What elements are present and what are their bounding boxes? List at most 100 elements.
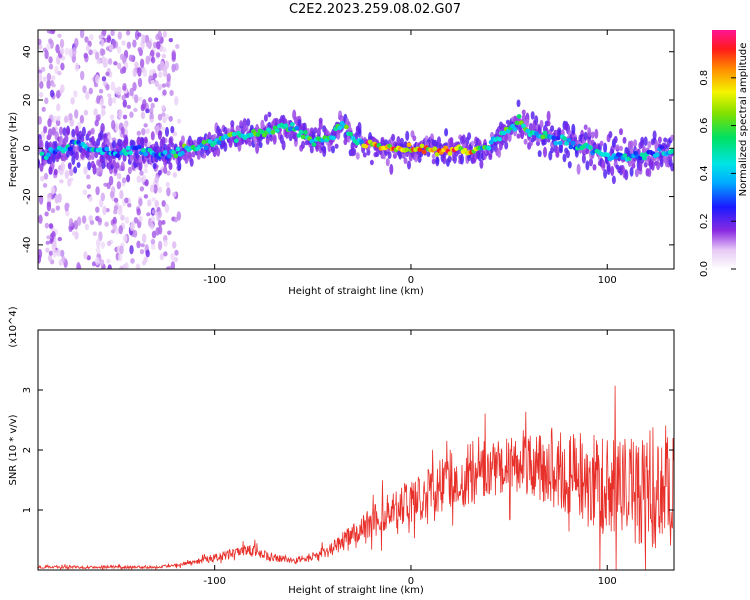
spectrogram-band: [574, 148, 579, 158]
spectrogram-band: [143, 136, 148, 144]
spectrogram-noise: [156, 52, 161, 58]
spectrogram-noise: [142, 68, 148, 78]
spectrogram-band: [106, 140, 111, 147]
spectrogram-noise: [60, 249, 65, 257]
spectrogram-noise: [150, 79, 155, 85]
spectrogram-band: [647, 140, 652, 149]
spectrogram-band: [603, 169, 608, 179]
spectrogram-band: [603, 142, 608, 154]
spectrogram-noise: [116, 172, 122, 180]
spectrogram-noise: [112, 223, 117, 232]
spectrogram-ridge: [525, 128, 531, 134]
spectrogram-noise: [138, 198, 143, 207]
spectrogram-band: [581, 153, 586, 164]
spectrogram-noise: [154, 80, 159, 87]
spectrogram-noise: [43, 172, 49, 180]
spectrogram-ridge: [125, 145, 131, 151]
spectrogram-noise: [96, 238, 101, 248]
spectrogram-ridge: [294, 125, 300, 131]
spectrogram-ridge: [179, 150, 185, 156]
spectrogram-band: [403, 157, 408, 164]
spectrogram-ridge: [521, 123, 526, 129]
spectrogram-noise: [38, 195, 44, 205]
spectrogram-ridge: [622, 153, 628, 158]
spectrogram-ridge: [143, 151, 149, 157]
spectrogram-band: [99, 130, 104, 140]
spectrogram-band: [505, 119, 510, 125]
spectrogram-noise: [150, 56, 156, 64]
spectrogram-ridge: [141, 148, 146, 153]
spectrogram-noise: [122, 114, 128, 120]
spectrogram-noise: [110, 81, 116, 91]
spectrogram-ridge: [421, 149, 427, 155]
spectrogram-noise: [140, 243, 145, 248]
spectrogram-band: [136, 138, 141, 144]
spectrogram-noise: [138, 215, 143, 223]
spectrogram-noise: [141, 128, 146, 136]
spectrogram-band: [202, 153, 207, 159]
spectrogram-noise: [48, 250, 54, 256]
spectrogram-ridge: [540, 134, 546, 140]
spectrogram-noise: [56, 115, 61, 122]
spectrogram-noise: [175, 44, 180, 49]
spectrogram-band: [187, 151, 192, 160]
spectrogram-band: [74, 151, 79, 161]
spectrogram-noise: [157, 83, 163, 90]
spectrogram-band: [412, 135, 417, 142]
spectrogram-noise: [68, 113, 73, 121]
spectrogram-noise: [40, 175, 45, 182]
spectrogram-ridge: [296, 133, 302, 138]
spectrogram-noise: [107, 93, 112, 98]
spectrogram-noise: [144, 34, 150, 44]
spectrogram-ridge: [298, 129, 304, 135]
spectrogram-band: [127, 166, 132, 175]
spectrogram-noise: [118, 225, 123, 235]
spectrogram-noise: [83, 52, 88, 59]
spectrogram-noise: [79, 114, 85, 124]
spectrogram-noise: [145, 128, 150, 135]
spectrogram-noise: [153, 97, 159, 103]
spectrogram-band: [161, 136, 166, 146]
spectrogram-noise: [159, 61, 165, 71]
spectrogram-band: [120, 161, 125, 171]
spectrogram-ridge: [203, 145, 209, 151]
spectrogram-noise: [170, 253, 175, 261]
spectrogram-noise: [100, 241, 106, 249]
spectrogram-band: [230, 120, 235, 128]
spectrogram-noise: [121, 40, 126, 46]
spectrogram-band: [435, 156, 440, 165]
spectrogram-noise: [69, 118, 75, 127]
spectrogram-ridge: [501, 130, 507, 136]
spectrogram-noise: [174, 96, 179, 106]
spectrogram-noise: [108, 44, 114, 51]
spectrogram-noise: [166, 170, 171, 176]
x-tick-label: 100: [598, 576, 617, 587]
spectrogram-band: [516, 133, 521, 139]
spectrogram-band: [87, 130, 92, 136]
spectrogram-marks: [38, 30, 674, 269]
spectrogram-noise: [95, 74, 100, 84]
spectrogram-ridge: [404, 147, 410, 152]
spectrogram-noise: [150, 102, 155, 109]
spectrogram-noise: [60, 62, 65, 71]
spectrogram-noise: [163, 239, 168, 247]
spectrogram-ridge: [659, 145, 664, 150]
spectrogram-band: [546, 120, 551, 127]
spectrogram-ridge: [311, 142, 317, 147]
spectrogram-band: [267, 111, 272, 118]
spectrogram-noise: [118, 205, 123, 210]
spectrogram-noise: [129, 245, 134, 255]
spectrogram-noise: [157, 210, 163, 218]
y-tick-label: 20: [22, 94, 33, 107]
spectrogram-ridge: [443, 145, 449, 151]
spectrogram-band: [590, 131, 595, 139]
spectrogram-noise: [161, 83, 166, 88]
spectrogram-noise: [176, 118, 182, 124]
spectrogram-band: [87, 161, 92, 171]
spectrogram-ridge: [488, 140, 494, 145]
spectrogram-noise: [112, 216, 117, 225]
x-tick-label: 0: [408, 275, 414, 286]
spectrogram-noise: [143, 168, 148, 174]
spectrogram-band: [387, 151, 392, 159]
spectrogram-band: [488, 153, 493, 161]
